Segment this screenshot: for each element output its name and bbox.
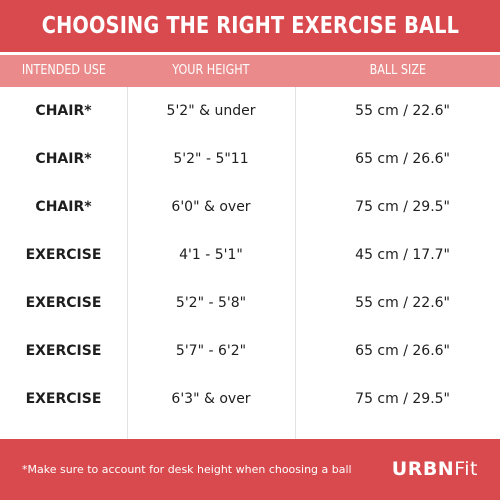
table-row: CHAIR* 6'0" & over 75 cm / 29.5" bbox=[0, 183, 500, 231]
column-divider bbox=[295, 87, 296, 439]
column-divider bbox=[127, 87, 128, 439]
height-cell: 4'1 - 5'1" bbox=[179, 247, 243, 263]
ball-size-cell: 75 cm / 29.5" bbox=[355, 199, 450, 215]
column-header-label: INTENDED USE bbox=[21, 63, 106, 78]
ball-size-cell: 75 cm / 29.5" bbox=[355, 391, 450, 407]
height-cell: 6'0" & over bbox=[171, 199, 251, 215]
intended-use-cell: EXERCISE bbox=[25, 343, 102, 359]
height-cell: 5'2" - 5'8" bbox=[175, 295, 247, 311]
table-body: CHAIR* 5'2" & under 55 cm / 22.6" CHAIR*… bbox=[0, 87, 500, 439]
footnote: *Make sure to account for desk height wh… bbox=[22, 463, 352, 476]
ball-size-cell: 65 cm / 26.6" bbox=[355, 343, 450, 359]
intended-use-cell: CHAIR* bbox=[35, 103, 92, 119]
ball-size-cell: 65 cm / 26.6" bbox=[355, 151, 450, 167]
intended-use-cell: CHAIR* bbox=[35, 151, 92, 167]
table-row: EXERCISE 5'7" - 6'2" 65 cm / 26.6" bbox=[0, 327, 500, 375]
intended-use-cell: EXERCISE bbox=[25, 391, 102, 407]
height-cell: 5'7" - 6'2" bbox=[175, 343, 247, 359]
ball-size-cell: 45 cm / 17.7" bbox=[355, 247, 450, 263]
table-header: INTENDED USE YOUR HEIGHT BALL SIZE bbox=[0, 55, 500, 87]
column-header-intended-use: INTENDED USE bbox=[0, 55, 127, 87]
height-cell: 5'2" & under bbox=[166, 103, 256, 119]
table-row: CHAIR* 5'2" - 5"11 65 cm / 26.6" bbox=[0, 135, 500, 183]
table-row: EXERCISE 5'2" - 5'8" 55 cm / 22.6" bbox=[0, 279, 500, 327]
table-row: EXERCISE 6'3" & over 75 cm / 29.5" bbox=[0, 375, 500, 423]
page-title: CHOOSING THE RIGHT EXERCISE BALL bbox=[41, 13, 459, 39]
intended-use-cell: CHAIR* bbox=[35, 199, 92, 215]
title-bar: CHOOSING THE RIGHT EXERCISE BALL bbox=[0, 0, 500, 52]
column-header-ball-size: BALL SIZE bbox=[295, 55, 500, 87]
column-header-label: YOUR HEIGHT bbox=[172, 63, 250, 78]
brand-logo-bold-part: URBN bbox=[391, 458, 455, 480]
column-header-your-height: YOUR HEIGHT bbox=[127, 55, 295, 87]
height-cell: 5'2" - 5"11 bbox=[173, 151, 249, 167]
ball-size-cell: 55 cm / 22.6" bbox=[355, 295, 450, 311]
intended-use-cell: EXERCISE bbox=[25, 247, 102, 263]
table-row: CHAIR* 5'2" & under 55 cm / 22.6" bbox=[0, 87, 500, 135]
table-row: EXERCISE 4'1 - 5'1" 45 cm / 17.7" bbox=[0, 231, 500, 279]
intended-use-cell: EXERCISE bbox=[25, 295, 102, 311]
ball-size-cell: 55 cm / 22.6" bbox=[355, 103, 450, 119]
height-cell: 6'3" & over bbox=[171, 391, 251, 407]
column-header-label: BALL SIZE bbox=[369, 63, 426, 78]
brand-logo-light-part: Fit bbox=[454, 458, 478, 480]
footer-bar: *Make sure to account for desk height wh… bbox=[0, 439, 500, 500]
brand-logo: URBNFit bbox=[392, 439, 478, 500]
